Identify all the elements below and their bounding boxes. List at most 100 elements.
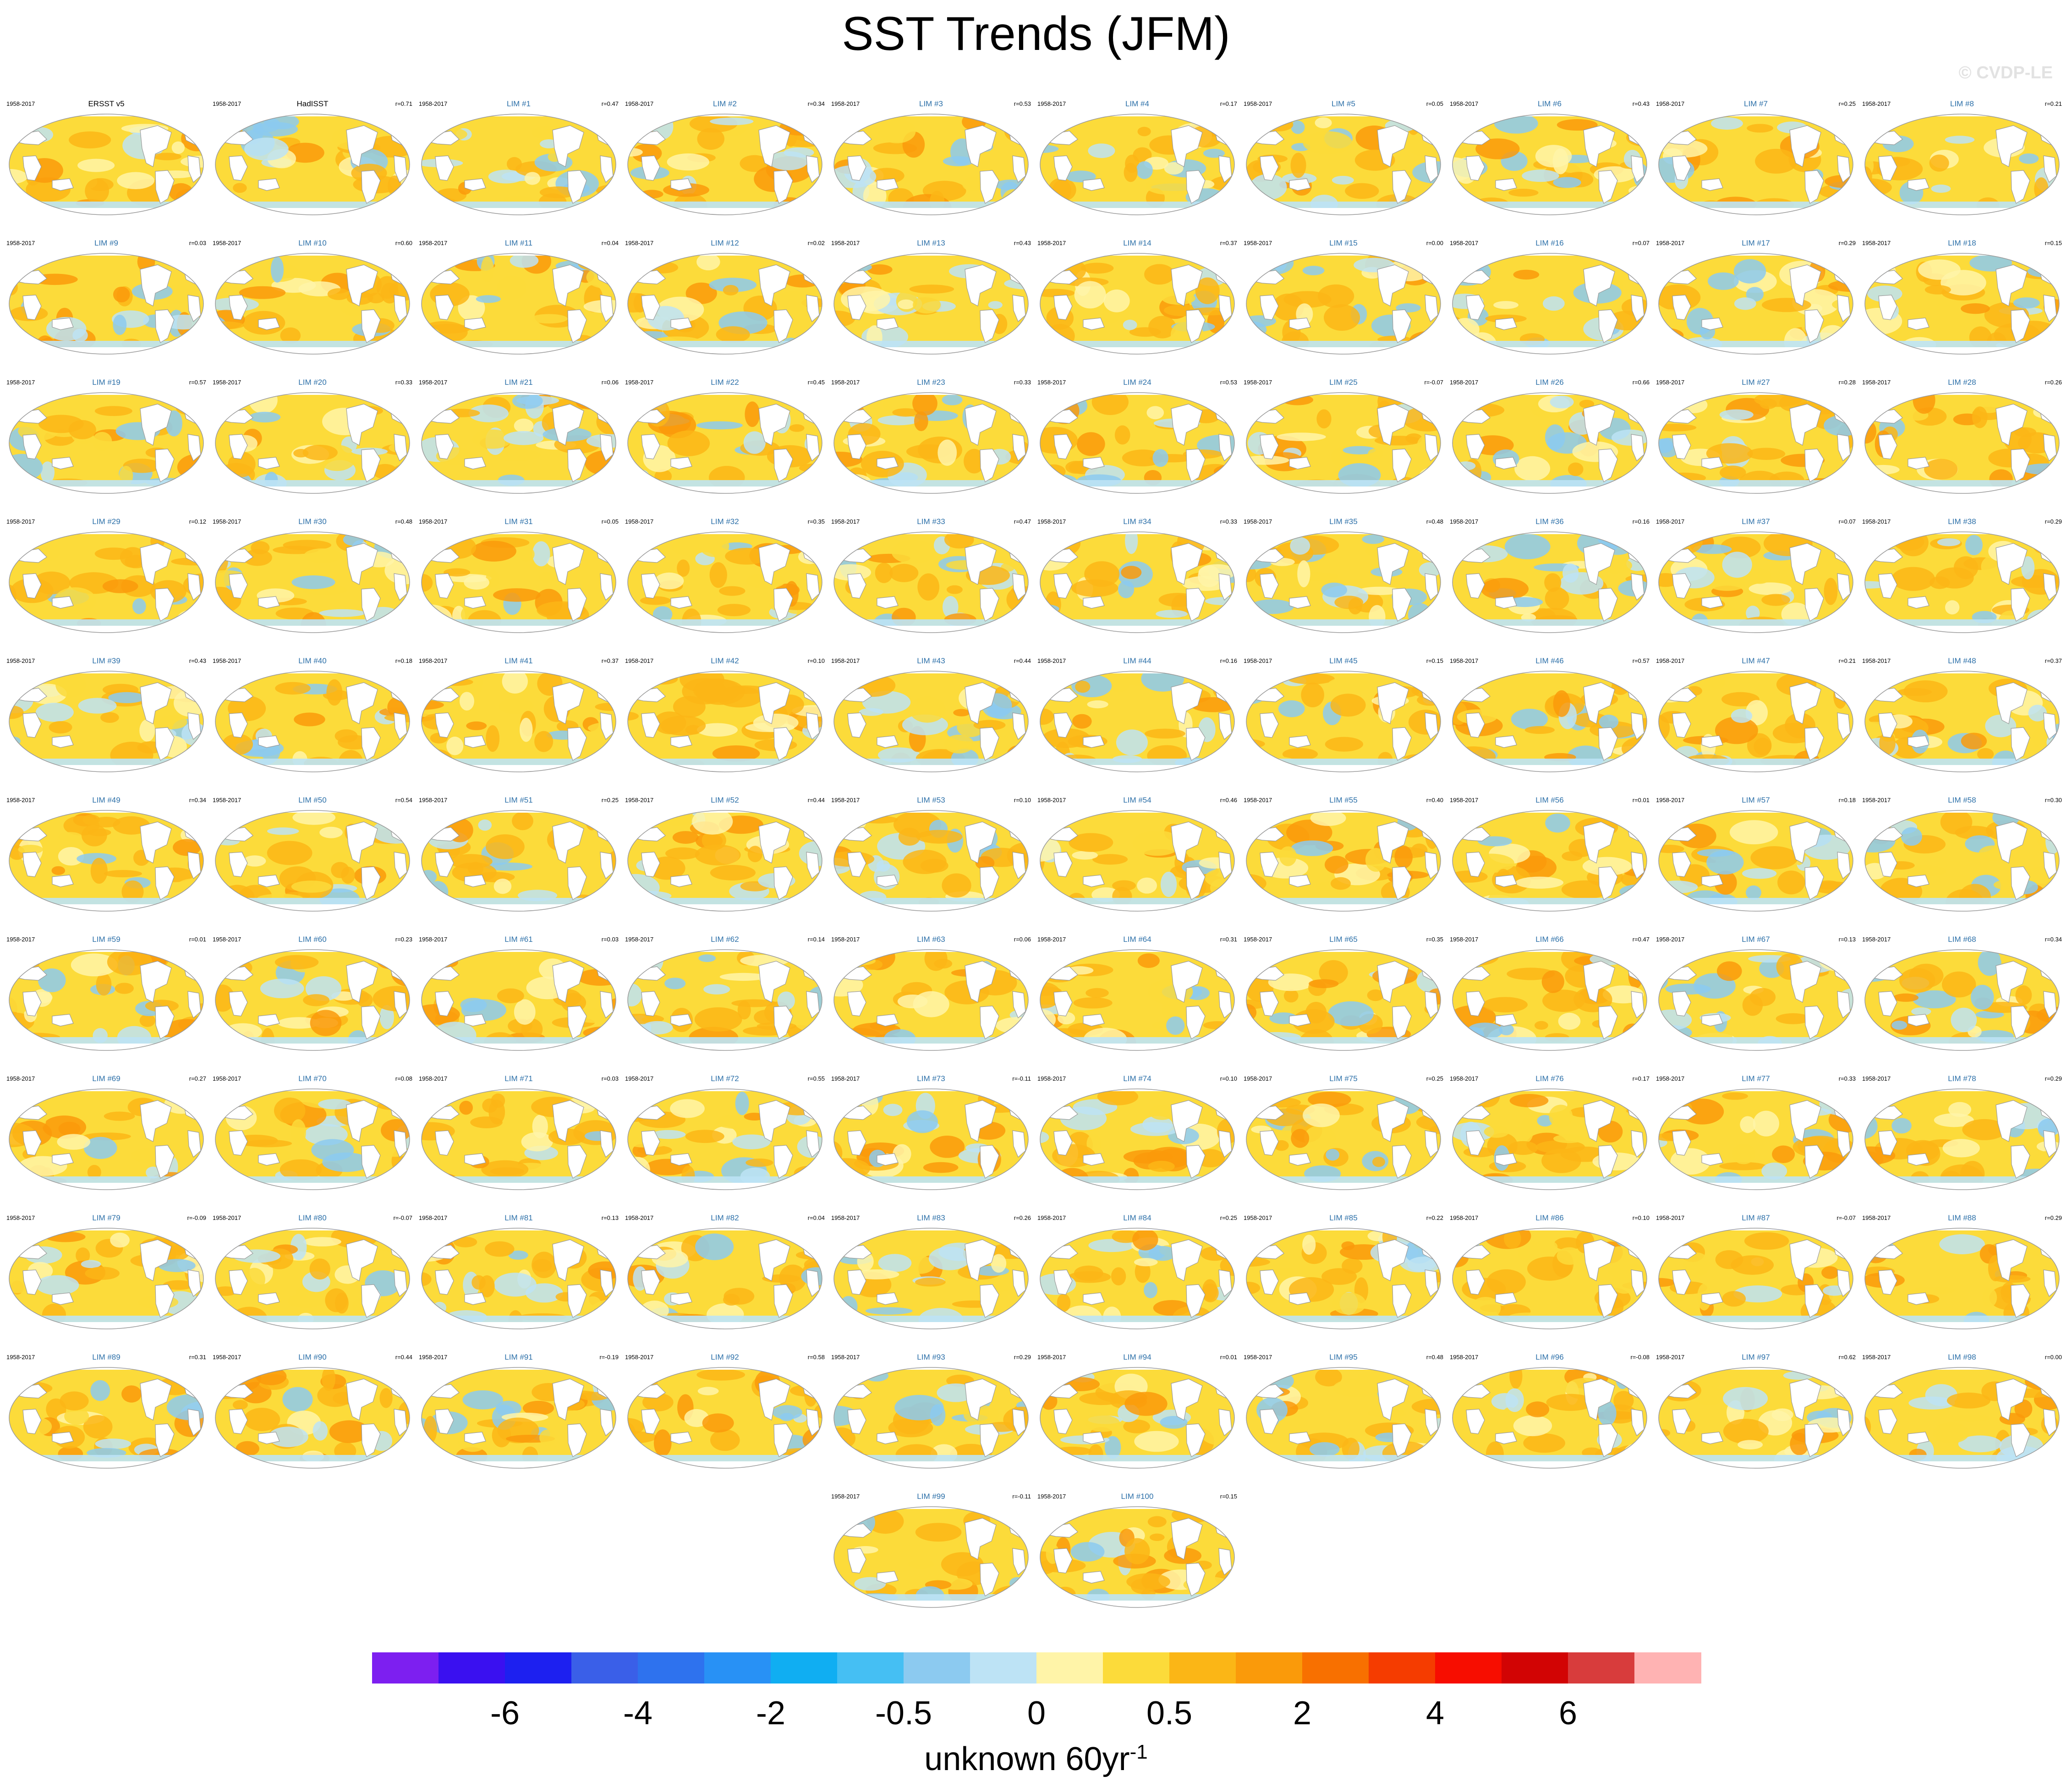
colorbar-units-label: unknown 60yr-1 <box>0 1733 2072 1779</box>
map-panel: 1958-2017 LIM #82 r=0.04 <box>625 1208 831 1331</box>
panel-title: LIM #28 <box>1948 378 1976 387</box>
panel-title: LIM #12 <box>711 239 739 247</box>
panel-period-label: 1958-2017 <box>6 1214 35 1221</box>
world-map <box>1864 671 2060 772</box>
map-outline <box>1246 114 1441 215</box>
map-panel: 1958-2017 LIM #56 r=0.01 <box>1450 790 1656 913</box>
map-panel: 1958-2017 LIM #81 r=0.13 <box>419 1208 625 1331</box>
map-panel: 1958-2017 LIM #65 r=0.35 <box>1244 929 1450 1053</box>
panel-pattern-correlation: r=0.27 <box>189 1075 206 1082</box>
world-map <box>1246 1367 1441 1469</box>
panel-period-label: 1958-2017 <box>1450 379 1479 386</box>
panel-title: LIM #37 <box>1742 517 1770 526</box>
panel-period-label: 1958-2017 <box>1244 1214 1272 1221</box>
world-map <box>9 949 204 1051</box>
map-outline <box>627 1228 822 1329</box>
world-map <box>9 392 204 494</box>
panel-pattern-correlation: r=0.31 <box>189 1354 206 1361</box>
map-panel: 1958-2017 LIM #19 r=0.57 <box>6 372 213 496</box>
map-outline <box>833 1367 1029 1469</box>
panel-period-label: 1958-2017 <box>6 657 35 664</box>
world-map <box>1452 949 1647 1051</box>
panel-period-label: 1958-2017 <box>831 1075 860 1082</box>
panel-title: LIM #85 <box>1329 1214 1358 1222</box>
map-panel: 1958-2017 LIM #69 r=0.27 <box>6 1068 213 1192</box>
map-outline <box>1040 114 1235 215</box>
panel-period-label: 1958-2017 <box>1037 797 1066 804</box>
colorbar-segment <box>1502 1652 1568 1684</box>
colorbar-segment <box>771 1652 838 1684</box>
panel-pattern-correlation: r=0.47 <box>1632 936 1650 943</box>
map-panel: 1958-2017 LIM #33 r=0.47 <box>831 511 1037 635</box>
panel-pattern-correlation: r=0.33 <box>395 379 412 386</box>
colorbar-segment <box>1036 1652 1103 1684</box>
panel-title: LIM #13 <box>917 239 945 247</box>
world-map <box>833 1088 1029 1190</box>
map-outline <box>1040 531 1235 633</box>
panel-period-label: 1958-2017 <box>1862 657 1891 664</box>
map-panel: 1958-2017 LIM #50 r=0.54 <box>213 790 419 913</box>
panel-pattern-correlation: r=0.37 <box>601 657 619 664</box>
map-outline <box>421 1088 616 1190</box>
panel-period-label: 1958-2017 <box>831 936 860 943</box>
panel-pattern-correlation: r=0.66 <box>1632 379 1650 386</box>
map-panel: 1958-2017 LIM #71 r=0.03 <box>419 1068 625 1192</box>
map-outline <box>421 810 616 912</box>
panel-pattern-correlation: r=-0.11 <box>1012 1075 1031 1082</box>
map-outline <box>1658 1088 1853 1190</box>
panel-title: LIM #16 <box>1535 239 1564 247</box>
map-panel: 1958-2017 LIM #91 r=-0.19 <box>419 1347 625 1470</box>
panel-title: LIM #83 <box>917 1214 945 1222</box>
panel-pattern-correlation: r=0.04 <box>807 1214 825 1221</box>
panel-title: LIM #91 <box>504 1353 533 1361</box>
panel-period-label: 1958-2017 <box>6 1075 35 1082</box>
map-panel: 1958-2017 LIM #58 r=0.30 <box>1862 790 2068 913</box>
panel-period-label: 1958-2017 <box>1862 797 1891 804</box>
panel-period-label: 1958-2017 <box>831 379 860 386</box>
panel-pattern-correlation: r=0.04 <box>601 240 619 246</box>
world-map <box>1040 114 1235 215</box>
map-outline <box>1246 1367 1441 1469</box>
panel-pattern-correlation: r=-0.07 <box>1836 1214 1856 1221</box>
map-outline <box>1452 1088 1647 1190</box>
map-outline <box>215 392 410 494</box>
map-panel: 1958-2017 LIM #92 r=0.58 <box>625 1347 831 1470</box>
world-map <box>9 114 204 215</box>
map-outline <box>833 1506 1029 1608</box>
panel-title: LIM #34 <box>1123 517 1151 526</box>
map-outline <box>9 114 204 215</box>
panel-period-label: 1958-2017 <box>1862 240 1891 246</box>
world-map <box>1658 253 1853 355</box>
panel-pattern-correlation: r=0.35 <box>1426 936 1443 943</box>
map-outline <box>1864 253 2060 355</box>
panel-pattern-correlation: r=0.17 <box>1632 1075 1650 1082</box>
map-panel: 1958-2017 LIM #59 r=0.01 <box>6 929 213 1053</box>
panel-pattern-correlation: r=0.16 <box>1632 518 1650 525</box>
panel-title: LIM #31 <box>504 517 533 526</box>
panel-title: LIM #97 <box>1742 1353 1770 1361</box>
map-outline <box>1452 671 1647 772</box>
panel-pattern-correlation: r=0.25 <box>1838 100 1856 107</box>
world-map <box>833 671 1029 772</box>
panel-pattern-correlation: r=0.33 <box>1838 1075 1856 1082</box>
world-map <box>1246 114 1441 215</box>
world-map <box>1658 671 1853 772</box>
world-map <box>421 671 616 772</box>
panel-period-label: 1958-2017 <box>1450 240 1479 246</box>
map-outline <box>627 1088 822 1190</box>
world-map <box>1658 810 1853 912</box>
map-panel: 1958-2017 LIM #30 r=0.48 <box>213 511 419 635</box>
map-panel: 1958-2017 LIM #75 r=0.25 <box>1244 1068 1450 1192</box>
panel-period-label: 1958-2017 <box>831 657 860 664</box>
world-map <box>627 114 822 215</box>
panel-period-label: 1958-2017 <box>419 797 448 804</box>
panel-title: LIM #45 <box>1329 656 1358 665</box>
colorbar-segment <box>1369 1652 1436 1684</box>
panel-period-label: 1958-2017 <box>419 657 448 664</box>
panel-pattern-correlation: r=0.29 <box>2045 518 2062 525</box>
panel-title: LIM #63 <box>917 935 945 944</box>
map-panel: 1958-2017 LIM #61 r=0.03 <box>419 929 625 1053</box>
map-outline <box>1246 392 1441 494</box>
map-outline <box>421 1367 616 1469</box>
panel-pattern-correlation: r=0.01 <box>189 936 206 943</box>
